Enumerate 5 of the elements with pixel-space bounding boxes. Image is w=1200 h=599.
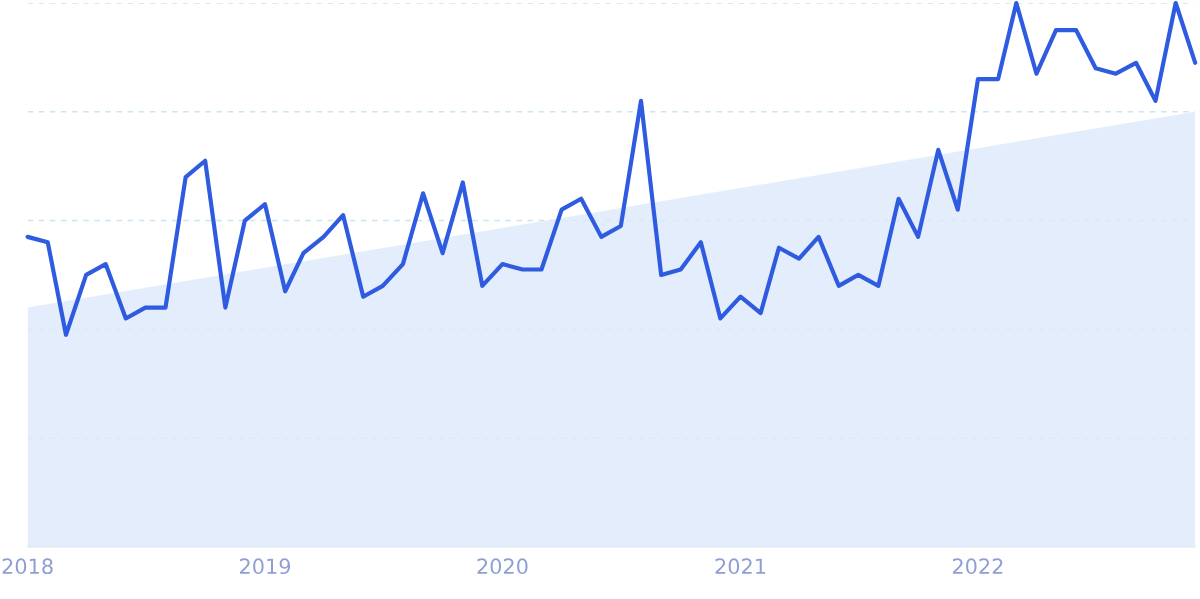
- x-tick-label: 2022: [952, 558, 1003, 575]
- x-tick-label: 2018: [2, 558, 53, 575]
- x-tick-label: 2021: [715, 558, 766, 575]
- x-tick-label: 2019: [240, 558, 291, 575]
- x-tick-label: 2020: [477, 558, 528, 575]
